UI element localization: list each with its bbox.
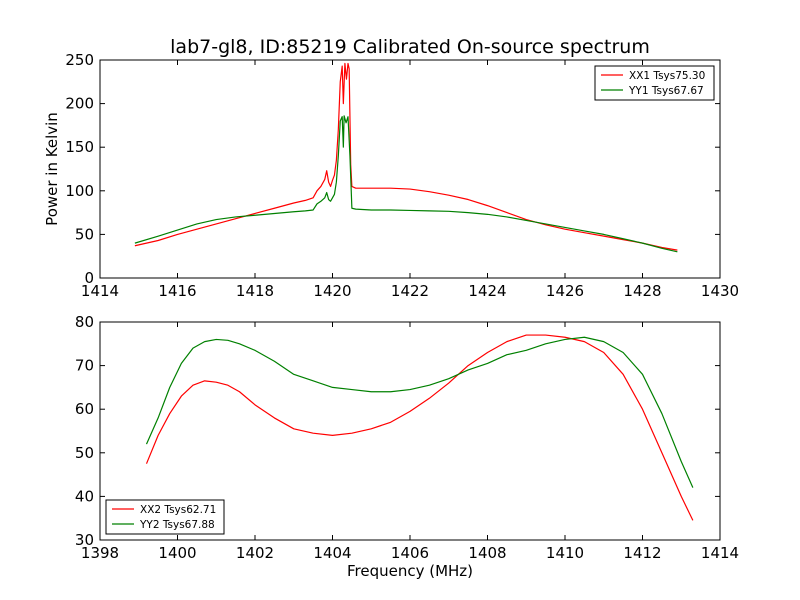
- y-tick-label: 40: [75, 487, 94, 505]
- x-tick-label: 1424: [468, 282, 506, 300]
- x-tick-label: 1412: [623, 544, 661, 562]
- x-tick-label: 1426: [546, 282, 584, 300]
- x-tick-label: 1410: [546, 544, 584, 562]
- legend-box: [105, 499, 225, 535]
- x-tick-label: 1428: [623, 282, 661, 300]
- legend-entry: XX2 Tsys62.71: [140, 504, 216, 516]
- x-axis-label: Frequency (MHz): [347, 562, 473, 580]
- x-tick-label: 1430: [701, 282, 739, 300]
- y-tick-label: 150: [65, 138, 94, 156]
- y-tick-label: 250: [65, 51, 94, 69]
- x-tick-label: 1416: [158, 282, 196, 300]
- legend: XX2 Tsys62.71 YY2 Tsys67.88: [105, 499, 225, 535]
- y-tick-label: 200: [65, 95, 94, 113]
- top-spectrum-panel: 1414 1416 1418 1420 1422 1424 1426 1428 1430 0 50 1…: [43, 51, 739, 300]
- x-tick-label: 1406: [391, 544, 429, 562]
- y-tick-label: 50: [75, 225, 94, 243]
- bottom-spectrum-panel: 1398 1400 1402 1404 1406 1408 1410 1412 1414 30 40…: [75, 313, 739, 580]
- x-tick-label: 1414: [701, 544, 739, 562]
- y-tick-label: 70: [75, 357, 94, 375]
- x-tick-label: 1420: [313, 282, 351, 300]
- y-tick-label: 50: [75, 444, 94, 462]
- y-tick-label: 100: [65, 182, 94, 200]
- series-line-yy1: [134, 115, 678, 253]
- x-tick-label: 1402: [236, 544, 274, 562]
- x-tick-label: 1398: [81, 544, 119, 562]
- y-tick-label: 0: [84, 269, 94, 287]
- x-tick-label: 1408: [468, 544, 506, 562]
- y-tick-label: 60: [75, 400, 94, 418]
- series-group: [134, 62, 678, 253]
- x-tick-label: 1404: [313, 544, 351, 562]
- x-tick-label: 1418: [236, 282, 274, 300]
- legend-entry: XX1 Tsys75.30: [629, 70, 705, 82]
- y-tick-label: 30: [75, 531, 94, 549]
- legend-entry: YY1 Tsys67.67: [628, 85, 704, 97]
- legend-box: [594, 65, 715, 101]
- figure-title: lab7-gl8, ID:85219 Calibrated On-source …: [170, 36, 650, 58]
- x-tick-label: 1422: [391, 282, 429, 300]
- y-tick-label: 80: [75, 313, 94, 331]
- legend: XX1 Tsys75.30 YY1 Tsys67.67: [594, 65, 715, 101]
- series-group: [145, 334, 694, 521]
- series-line-yy2: [145, 336, 694, 488]
- series-line-xx2: [145, 334, 694, 521]
- legend-entry: YY2 Tsys67.88: [139, 519, 215, 531]
- x-tick-label: 1414: [81, 282, 119, 300]
- x-tick-label: 1400: [158, 544, 196, 562]
- y-axis-label: Power in Kelvin: [43, 112, 61, 226]
